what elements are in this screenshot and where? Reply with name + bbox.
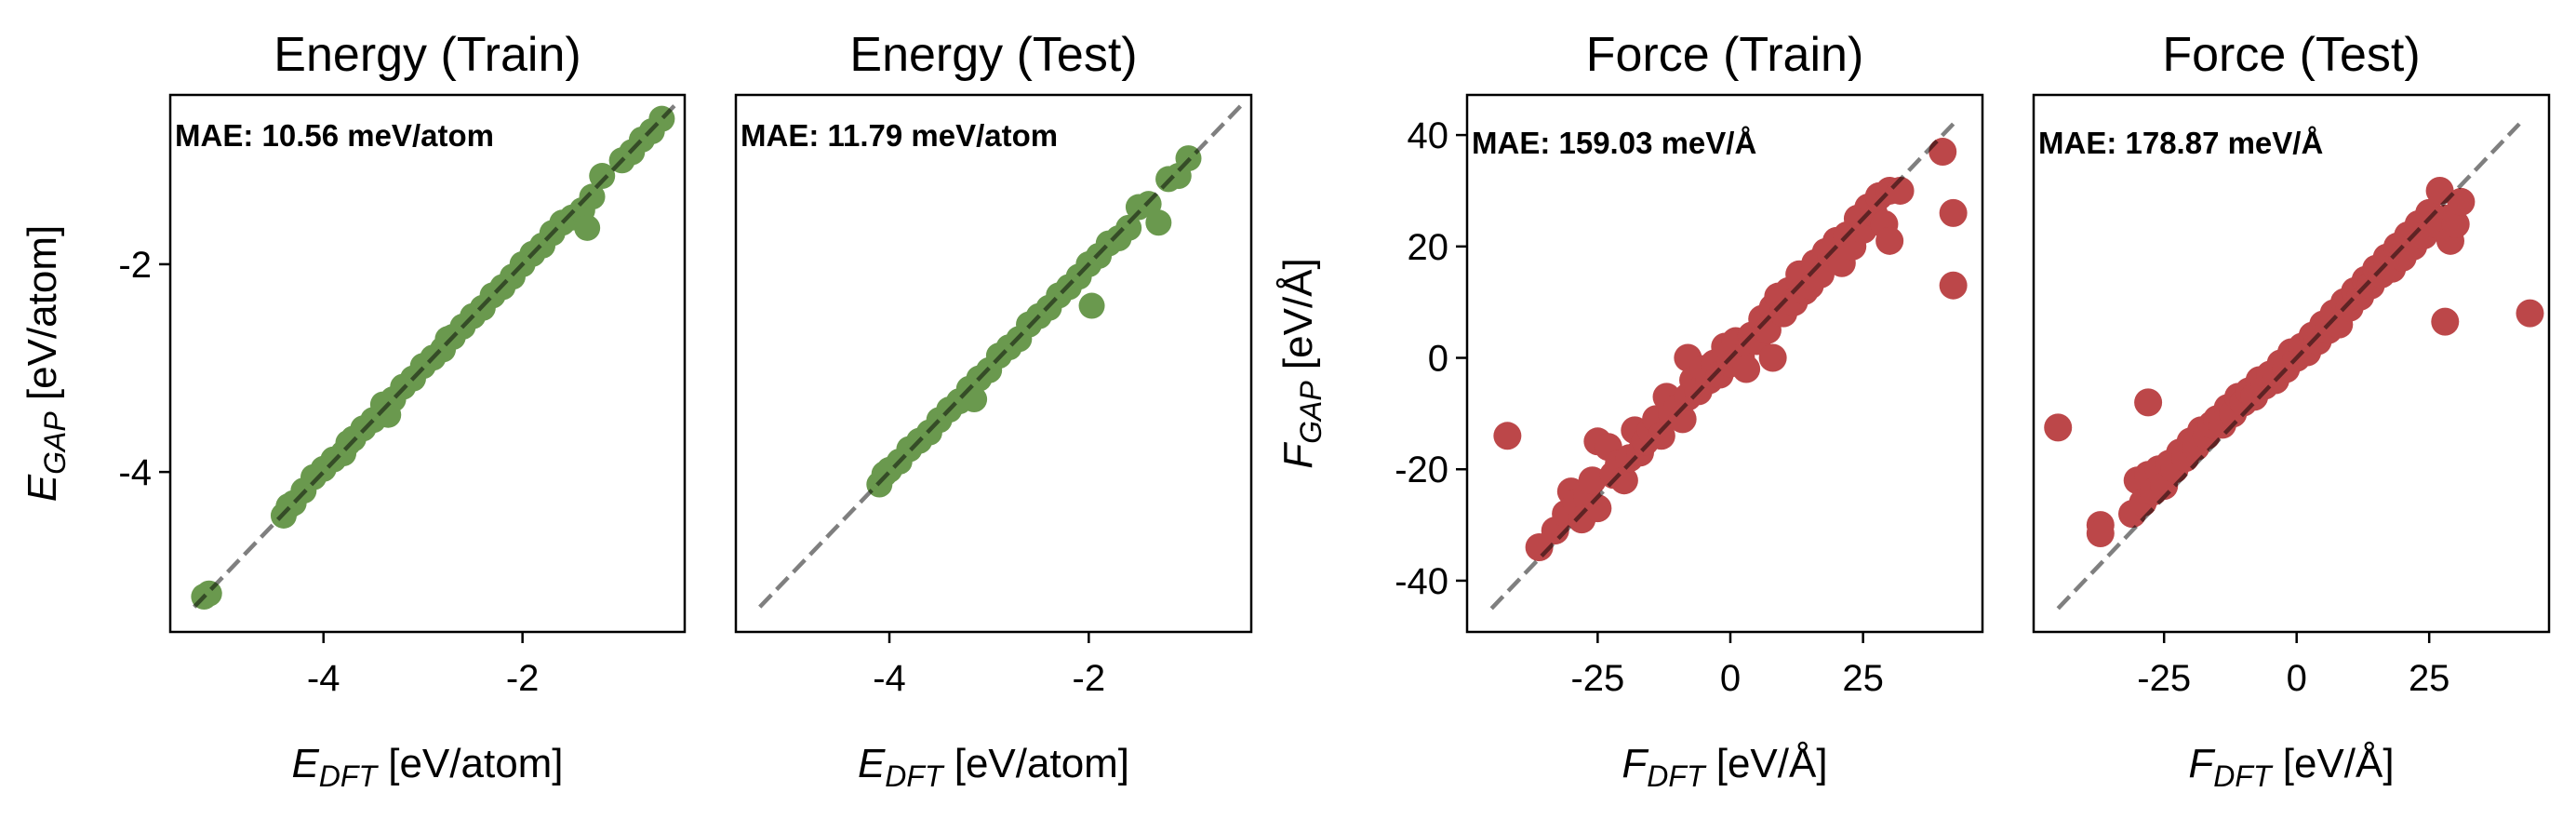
data-point (579, 183, 606, 210)
data-point (1609, 466, 1638, 495)
y-axis-label: FGAP [eV/Å] (1275, 258, 1328, 469)
x-tick-label: 0 (2287, 658, 2307, 699)
data-point (1668, 405, 1697, 434)
y-tick-label: -40 (1395, 561, 1448, 602)
x-tick-label: -25 (1570, 658, 1624, 699)
x-label-subscript: DFT (885, 759, 945, 793)
axes-frame (1465, 93, 1984, 634)
y-label-symbol: F (1275, 442, 1321, 469)
data-point (1578, 466, 1607, 495)
x-tick-label: 25 (2409, 658, 2450, 699)
y-tick-label: -4 (118, 452, 152, 493)
data-point (1647, 422, 1675, 450)
panel-2: Energy (Test) MAE: 11.79 meV/atom -4 -2 EDFT… (734, 28, 1253, 793)
panel-1: Energy (Train) MAE: 10.56 meV/atom -4 -2 -4 -… (20, 28, 687, 793)
data-point (2134, 388, 2163, 417)
data-point (589, 163, 616, 190)
data-point (1939, 198, 1968, 227)
data-point (1078, 292, 1105, 319)
y-label-subscript: GAP (1294, 381, 1328, 444)
x-tick-label: -4 (307, 658, 340, 699)
panel-title: Energy (Test) (849, 28, 1137, 82)
x-axis-label: FDFT [eV/Å] (1622, 741, 1827, 793)
x-label-subscript: DFT (319, 759, 380, 793)
data-point (574, 214, 601, 241)
axes-frame (2032, 93, 2551, 634)
plot-area (758, 101, 1246, 609)
x-tick-label: -2 (506, 658, 540, 699)
plot-area (191, 101, 679, 611)
y-axis-label: EGAP [eV/atom] (20, 225, 72, 502)
data-point (2086, 519, 2115, 548)
data-point (1939, 271, 1968, 300)
x-label-unit: [eV/atom] (943, 741, 1130, 786)
x-tick-label: 0 (1720, 658, 1741, 699)
mae-annotation: MAE: 10.56 meV/atom (175, 118, 494, 153)
axes-frame (168, 93, 687, 634)
data-point (2431, 307, 2460, 336)
panel-title: Force (Train) (1586, 28, 1864, 82)
y-label-unit: [eV/Å] (1275, 258, 1321, 381)
data-point (1115, 214, 1142, 241)
x-label-subscript: DFT (1647, 759, 1707, 793)
x-axis-label: EDFT [eV/atom] (291, 741, 563, 793)
data-point (1493, 422, 1522, 450)
x-label-subscript: DFT (2213, 759, 2274, 793)
x-tick-label: 25 (1842, 658, 1884, 699)
parity-line (193, 101, 679, 609)
x-tick-label: -4 (873, 658, 906, 699)
parity-line (2056, 122, 2521, 611)
mae-annotation: MAE: 159.03 meV/Å (1472, 126, 1756, 160)
x-label-unit: [eV/atom] (377, 741, 564, 786)
x-axis-label: FDFT [eV/Å] (2188, 741, 2394, 793)
data-point (2516, 299, 2544, 328)
data-point (2441, 209, 2470, 238)
panel-title: Force (Test) (2162, 28, 2420, 82)
axes-frame (734, 93, 1253, 634)
x-tick-label: -2 (1073, 658, 1106, 699)
x-axis-label: EDFT [eV/atom] (858, 741, 1129, 793)
data-point (1875, 226, 1904, 255)
y-tick-label: 0 (1428, 339, 1448, 380)
x-label-unit: [eV/Å] (2272, 741, 2395, 786)
mae-annotation: MAE: 11.79 meV/atom (741, 118, 1058, 153)
parity-line (758, 101, 1246, 609)
x-label-symbol: E (858, 741, 886, 786)
x-tick-label: -25 (2137, 658, 2191, 699)
x-label-symbol: F (1622, 741, 1648, 786)
data-point (2044, 413, 2073, 442)
y-tick-label: -2 (118, 245, 152, 286)
y-tick-label: -20 (1395, 450, 1448, 490)
panel-4: Force (Test) MAE: 178.87 meV/Å -25 0 25 FDFT … (2032, 28, 2551, 793)
data-point (1732, 355, 1761, 383)
y-tick-label: 20 (1408, 227, 1449, 268)
data-point (1145, 209, 1172, 236)
data-point (2447, 187, 2476, 216)
y-label-unit: [eV/atom] (20, 225, 65, 412)
x-label-symbol: F (2188, 741, 2215, 786)
x-label-unit: [eV/Å] (1705, 741, 1828, 786)
panel-title: Energy (Train) (274, 28, 581, 82)
x-label-symbol: E (291, 741, 319, 786)
data-point (1583, 494, 1612, 523)
data-point (1886, 176, 1915, 205)
mae-annotation: MAE: 178.87 meV/Å (2038, 126, 2323, 160)
plot-area (2044, 122, 2544, 611)
y-label-subscript: GAP (38, 411, 72, 475)
y-tick-label: 40 (1408, 115, 1449, 156)
data-point (1758, 343, 1787, 372)
plot-area (1489, 122, 1968, 611)
panel-3: Force (Train) MAE: 159.03 meV/Å -25 0 25 -40 -… (1275, 28, 1984, 793)
data-point (1929, 138, 1957, 167)
parity-line (1489, 122, 1955, 611)
y-label-symbol: E (20, 474, 65, 502)
